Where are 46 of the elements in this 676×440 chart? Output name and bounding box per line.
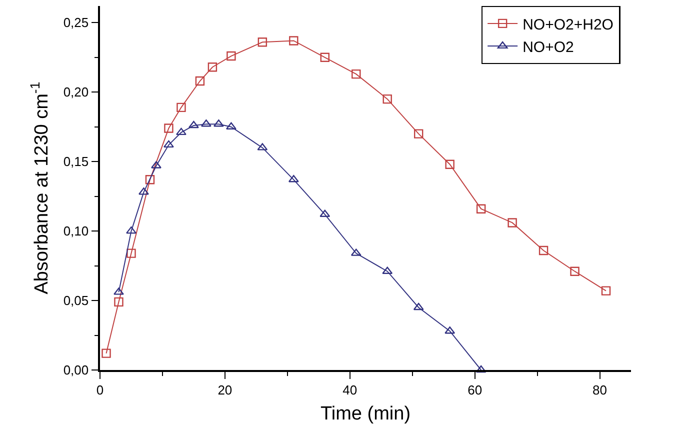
x-tick-label: 20 — [218, 382, 232, 398]
point — [352, 69, 361, 79]
point — [538, 246, 548, 256]
point — [289, 36, 298, 46]
point — [445, 160, 454, 169]
legend-label: NO+O2+H2O — [522, 16, 614, 34]
x-axis-title: Time (min) — [320, 404, 411, 425]
point — [200, 119, 212, 127]
legend-label: NO+O2 — [522, 38, 574, 56]
point — [114, 297, 124, 307]
point — [145, 175, 155, 184]
point — [476, 204, 486, 214]
point — [164, 140, 174, 148]
point — [188, 120, 199, 128]
point — [164, 124, 174, 133]
y-tick-label: 0,00 — [63, 362, 89, 378]
point — [213, 119, 224, 127]
point — [258, 38, 268, 47]
point — [601, 286, 611, 296]
point — [226, 51, 236, 61]
point — [114, 288, 124, 295]
point — [413, 302, 424, 310]
x-tick-label: 60 — [468, 382, 482, 398]
point — [151, 161, 162, 168]
x-tick-label: 0 — [96, 382, 104, 398]
point — [570, 266, 580, 276]
y-tick-label: 0,05 — [63, 293, 89, 308]
point — [126, 226, 136, 234]
point — [138, 188, 149, 195]
point — [476, 365, 486, 373]
x-tick-label: 40 — [342, 382, 358, 398]
point — [176, 128, 186, 136]
y-tick-label: 0,25 — [63, 15, 89, 30]
point — [176, 102, 186, 112]
point — [382, 94, 392, 104]
point — [195, 76, 205, 86]
point — [414, 129, 424, 138]
point — [320, 52, 330, 62]
y-tick-label: 0,20 — [63, 84, 89, 100]
point — [208, 62, 218, 72]
y-tick-label: 0,10 — [63, 224, 89, 239]
point — [508, 218, 517, 228]
point — [102, 348, 111, 358]
point — [126, 248, 136, 258]
y-tick-label: 0,15 — [63, 154, 89, 170]
x-tick-label: 80 — [592, 382, 607, 398]
